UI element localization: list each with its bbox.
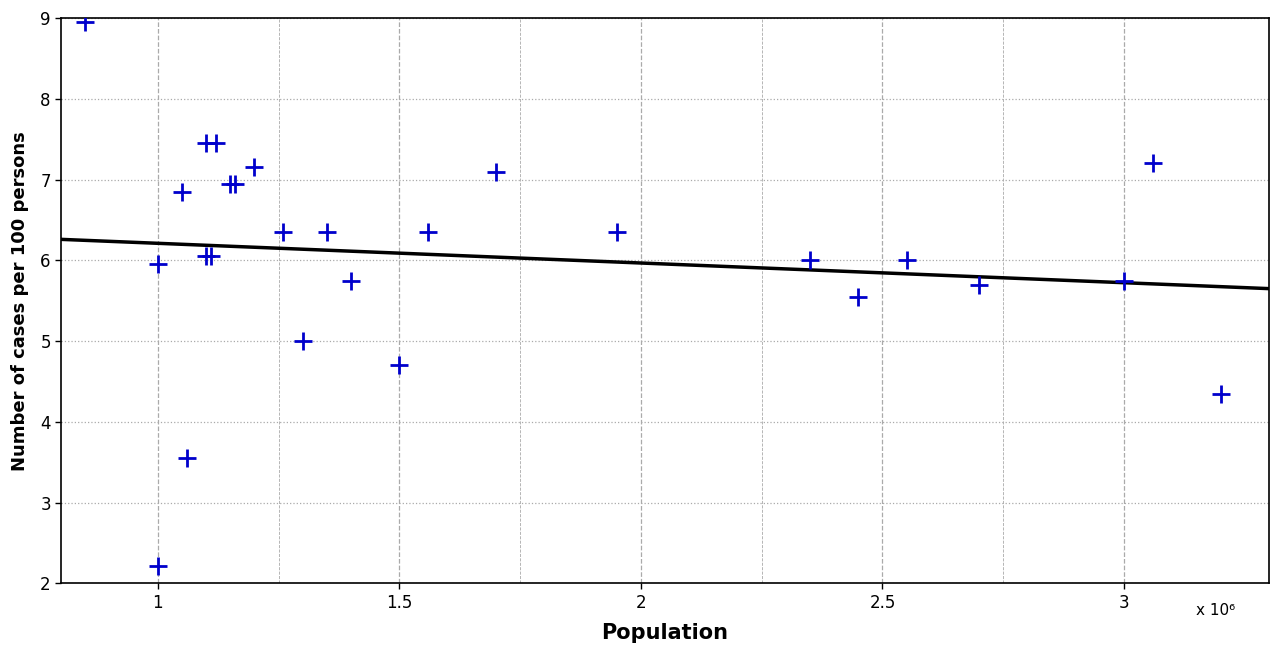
Point	[196, 138, 216, 148]
Point	[206, 138, 227, 148]
X-axis label: Population: Population	[602, 623, 728, 643]
Point	[76, 17, 96, 27]
Point	[340, 275, 361, 286]
Point	[201, 251, 221, 262]
Point	[177, 453, 197, 464]
Y-axis label: Number of cases per 100 persons: Number of cases per 100 persons	[12, 131, 29, 471]
Point	[896, 255, 916, 266]
Point	[172, 186, 192, 197]
Point	[225, 179, 246, 189]
Point	[969, 279, 989, 290]
Point	[316, 227, 337, 237]
Point	[147, 560, 168, 571]
Point	[244, 162, 265, 173]
Point	[220, 179, 241, 189]
Point	[1143, 158, 1164, 169]
Point	[293, 336, 314, 347]
Point	[389, 360, 410, 371]
Point	[607, 227, 627, 237]
Point	[196, 251, 216, 262]
Point	[419, 227, 439, 237]
Point	[800, 255, 820, 266]
Point	[1211, 388, 1231, 399]
Point	[273, 227, 293, 237]
Point	[849, 292, 869, 302]
Text: x 10⁶: x 10⁶	[1196, 603, 1235, 618]
Point	[486, 166, 507, 177]
Point	[1114, 275, 1134, 286]
Point	[147, 259, 168, 269]
